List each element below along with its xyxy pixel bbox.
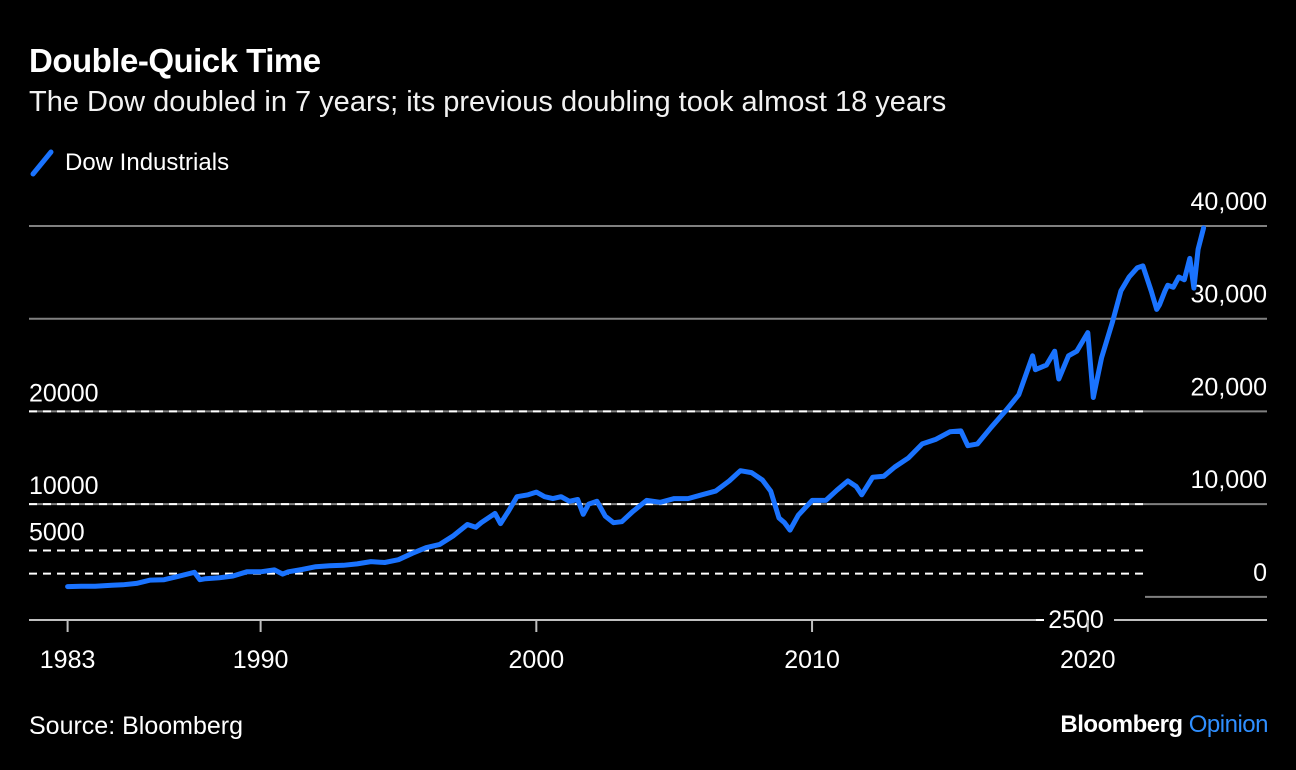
brand-main: Bloomberg: [1060, 711, 1183, 738]
reference-line-label: 5000: [29, 518, 85, 546]
x-tick-label: 2000: [509, 646, 565, 674]
x-tick-label: 1990: [233, 646, 289, 674]
legend: Dow Industrials: [29, 148, 229, 178]
x-tick-label: 2020: [1060, 646, 1116, 674]
series-layer: [65, 225, 1207, 590]
line-swatch-icon: [30, 149, 54, 177]
reference-line-label: 20000: [29, 379, 99, 407]
reference-lines-layer: 5000 10000 20000: [29, 379, 1145, 575]
brand-logo: Bloomberg Opinion: [1060, 711, 1268, 739]
chart-title: Double-Quick Time: [29, 42, 321, 79]
legend-label: Dow Industrials: [65, 149, 230, 176]
x-tick-label: 2010: [784, 646, 840, 674]
y-floor-label-mask: [1040, 606, 1114, 632]
y-tick-label: 20,000: [1191, 373, 1267, 401]
y-tick-label: 30,000: [1191, 281, 1267, 309]
brand-accent: Opinion: [1188, 711, 1269, 738]
axis-layer: 0 10,000 20,000 30,000 40,000 2500 1983 1990 200…: [29, 188, 1267, 674]
y-tick-label: 40,000: [1191, 188, 1267, 216]
y-tick-label: 0: [1253, 559, 1267, 587]
series-line-dow-industrials: [65, 225, 1207, 590]
y-floor-label: 2500: [1048, 606, 1104, 634]
chart-subtitle: The Dow doubled in 7 years; its previous…: [29, 86, 947, 118]
reference-line-label: 10000: [29, 472, 99, 500]
y-tick-label: 10,000: [1191, 466, 1267, 494]
source-note: Source: Bloomberg: [29, 712, 244, 740]
x-tick-label: 1983: [40, 646, 96, 674]
